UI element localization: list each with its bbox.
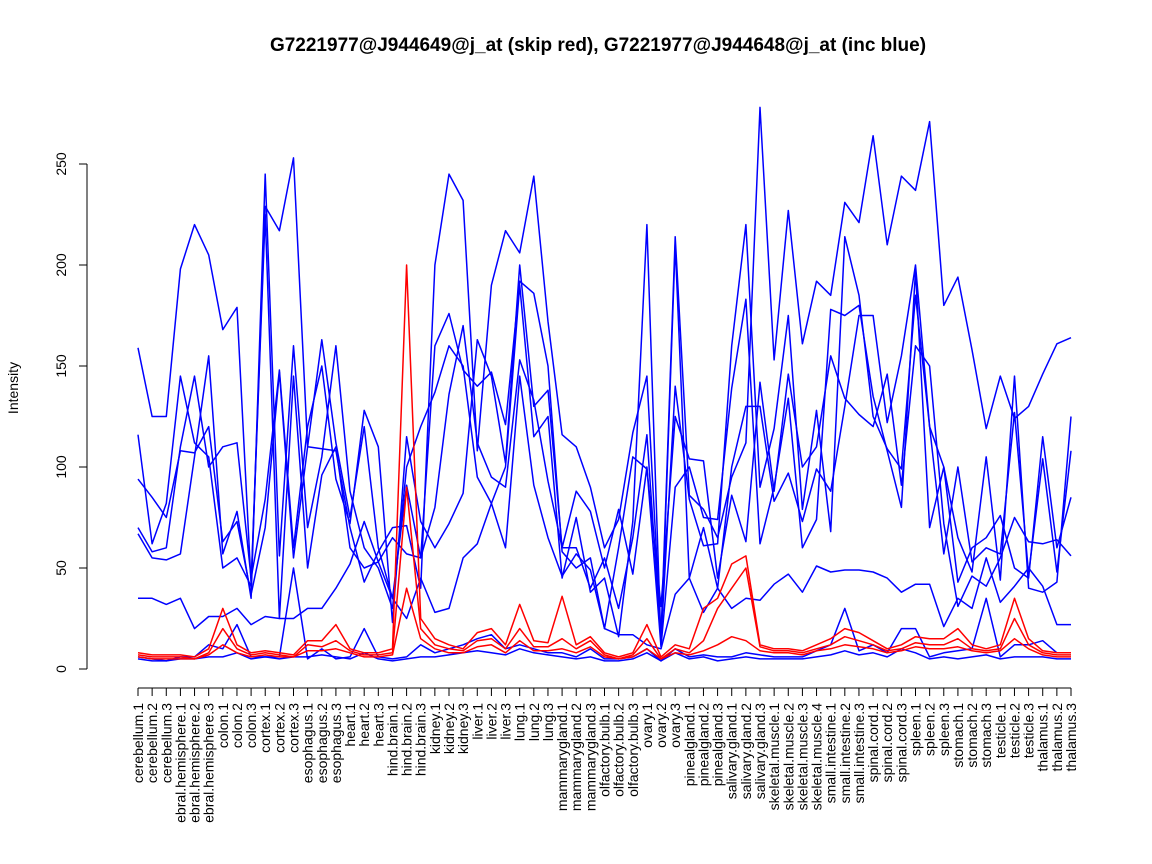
x-tick-label: small.intestine.2: [837, 703, 853, 804]
x-tick-label: spleen.1: [908, 703, 924, 756]
x-tick-label: thalamus.3: [1063, 703, 1079, 772]
x-tick-label: colon.3: [243, 703, 259, 748]
x-tick-label: mammarygland.3: [582, 703, 598, 811]
x-tick-label: ebral.hemisphere.3: [201, 703, 217, 823]
inc-series-line: [137, 173, 1072, 646]
inc-series-line: [137, 106, 1072, 638]
x-tick-label: heart.1: [342, 703, 358, 747]
x-tick-label: liver.1: [469, 703, 485, 740]
x-tick-label: hind.brain.1: [384, 703, 400, 776]
x-tick-label: kidney.3: [455, 703, 471, 754]
x-tick-label: spinal.cord.1: [865, 703, 881, 783]
y-tick-label: 0: [53, 665, 69, 673]
y-tick-label: 200: [53, 253, 69, 277]
x-tick-label: spleen.3: [936, 703, 952, 756]
skip-series-line: [137, 587, 1071, 660]
x-tick-label: skeletal.muscle.3: [794, 703, 810, 811]
x-tick-label: mammarygland.1: [554, 703, 570, 811]
x-tick-label: spinal.cord.2: [879, 703, 895, 783]
x-tick-label: stomach.1: [950, 703, 966, 768]
x-tick-label: lung.3: [540, 703, 556, 741]
x-tick-label: ovary.3: [667, 703, 683, 748]
x-tick-label: hind.brain.2: [399, 703, 415, 776]
series-group: [137, 106, 1072, 662]
x-tick-label: colon.2: [229, 703, 245, 748]
x-tick-label: testicle.2: [1006, 703, 1022, 758]
x-tick-label: lung.2: [526, 703, 542, 741]
y-tick-label: 50: [53, 560, 69, 576]
y-tick-label: 150: [53, 354, 69, 378]
x-tick-label: salivary.gland.2: [738, 703, 754, 799]
x-tick-label: stomach.2: [964, 703, 980, 768]
x-tick-label: ovary.1: [639, 703, 655, 748]
x-tick-label: colon.1: [215, 703, 231, 748]
y-tick-label: 100: [53, 455, 69, 479]
x-tick-label: pinealgland.1: [681, 703, 697, 787]
x-tick-label: heart.2: [356, 703, 372, 747]
x-tick-label: olfactory.bulb.1: [597, 703, 613, 797]
x-tick-label: spinal.cord.3: [893, 703, 909, 783]
y-axis-label: Intensity: [5, 362, 21, 414]
x-tick-label: thalamus.2: [1049, 703, 1065, 772]
x-tick-label: testicle.3: [1021, 703, 1037, 758]
x-tick-label: kidney.1: [427, 703, 443, 754]
x-tick-label: cortex.2: [271, 703, 287, 753]
x-tick-label: ovary.2: [653, 703, 669, 748]
y-axis: 0 50 100 150 200 250: [53, 152, 88, 673]
x-tick-label: skeletal.muscle.4: [809, 703, 825, 811]
x-tick-label: liver.2: [483, 703, 499, 740]
x-tick-label: cortex.3: [286, 703, 302, 753]
x-tick-label: stomach.3: [978, 703, 994, 768]
x-tick-label: spleen.2: [922, 703, 938, 756]
x-tick-label: ebral.hemisphere.2: [187, 703, 203, 823]
chart-title: G7221977@J944649@j_at (skip red), G72219…: [270, 35, 926, 56]
x-tick-label: ebral.hemisphere.1: [172, 703, 188, 823]
x-tick-label: esophagus.3: [328, 703, 344, 783]
x-tick-label: skeletal.muscle.2: [780, 703, 796, 811]
x-tick-label: cerebellum.3: [158, 703, 174, 783]
x-tick-label: esophagus.2: [314, 703, 330, 783]
x-tick-label: heart.3: [370, 703, 386, 747]
x-tick-label: olfactory.bulb.2: [611, 703, 627, 797]
x-tick-label: small.intestine.3: [851, 703, 867, 804]
x-tick-label: mammarygland.2: [568, 703, 584, 811]
x-tick-label: lung.1: [512, 703, 528, 741]
x-tick-label: olfactory.bulb.3: [625, 703, 641, 797]
x-tick-label: salivary.gland.3: [752, 703, 768, 799]
x-tick-label: cerebellum.1: [130, 703, 146, 783]
x-tick-label: pinealgland.3: [710, 703, 726, 787]
y-tick-label: 250: [53, 152, 69, 176]
x-tick-label: hind.brain.3: [413, 703, 429, 776]
x-tick-label: thalamus.1: [1035, 703, 1051, 772]
skip-series-line: [137, 264, 1071, 658]
inc-series-line: [137, 567, 1071, 662]
x-tick-label: liver.3: [498, 703, 514, 740]
x-tick-label: cerebellum.2: [144, 703, 160, 783]
inc-series-line: [138, 375, 1071, 650]
x-tick-label: skeletal.muscle.1: [766, 703, 782, 811]
x-tick-label: small.intestine.1: [823, 703, 839, 804]
x-tick-label: testicle.1: [992, 703, 1008, 758]
x-tick-label: salivary.gland.1: [724, 703, 740, 799]
x-tick-label: cortex.1: [257, 703, 273, 753]
x-tick-label: pinealgland.2: [695, 703, 711, 787]
inc-series-line: [137, 223, 1072, 642]
x-tick-label: esophagus.1: [300, 703, 316, 783]
x-tick-label: kidney.2: [441, 703, 457, 754]
x-axis: cerebellum.1cerebellum.2cerebellum.3ebra…: [130, 687, 1079, 823]
